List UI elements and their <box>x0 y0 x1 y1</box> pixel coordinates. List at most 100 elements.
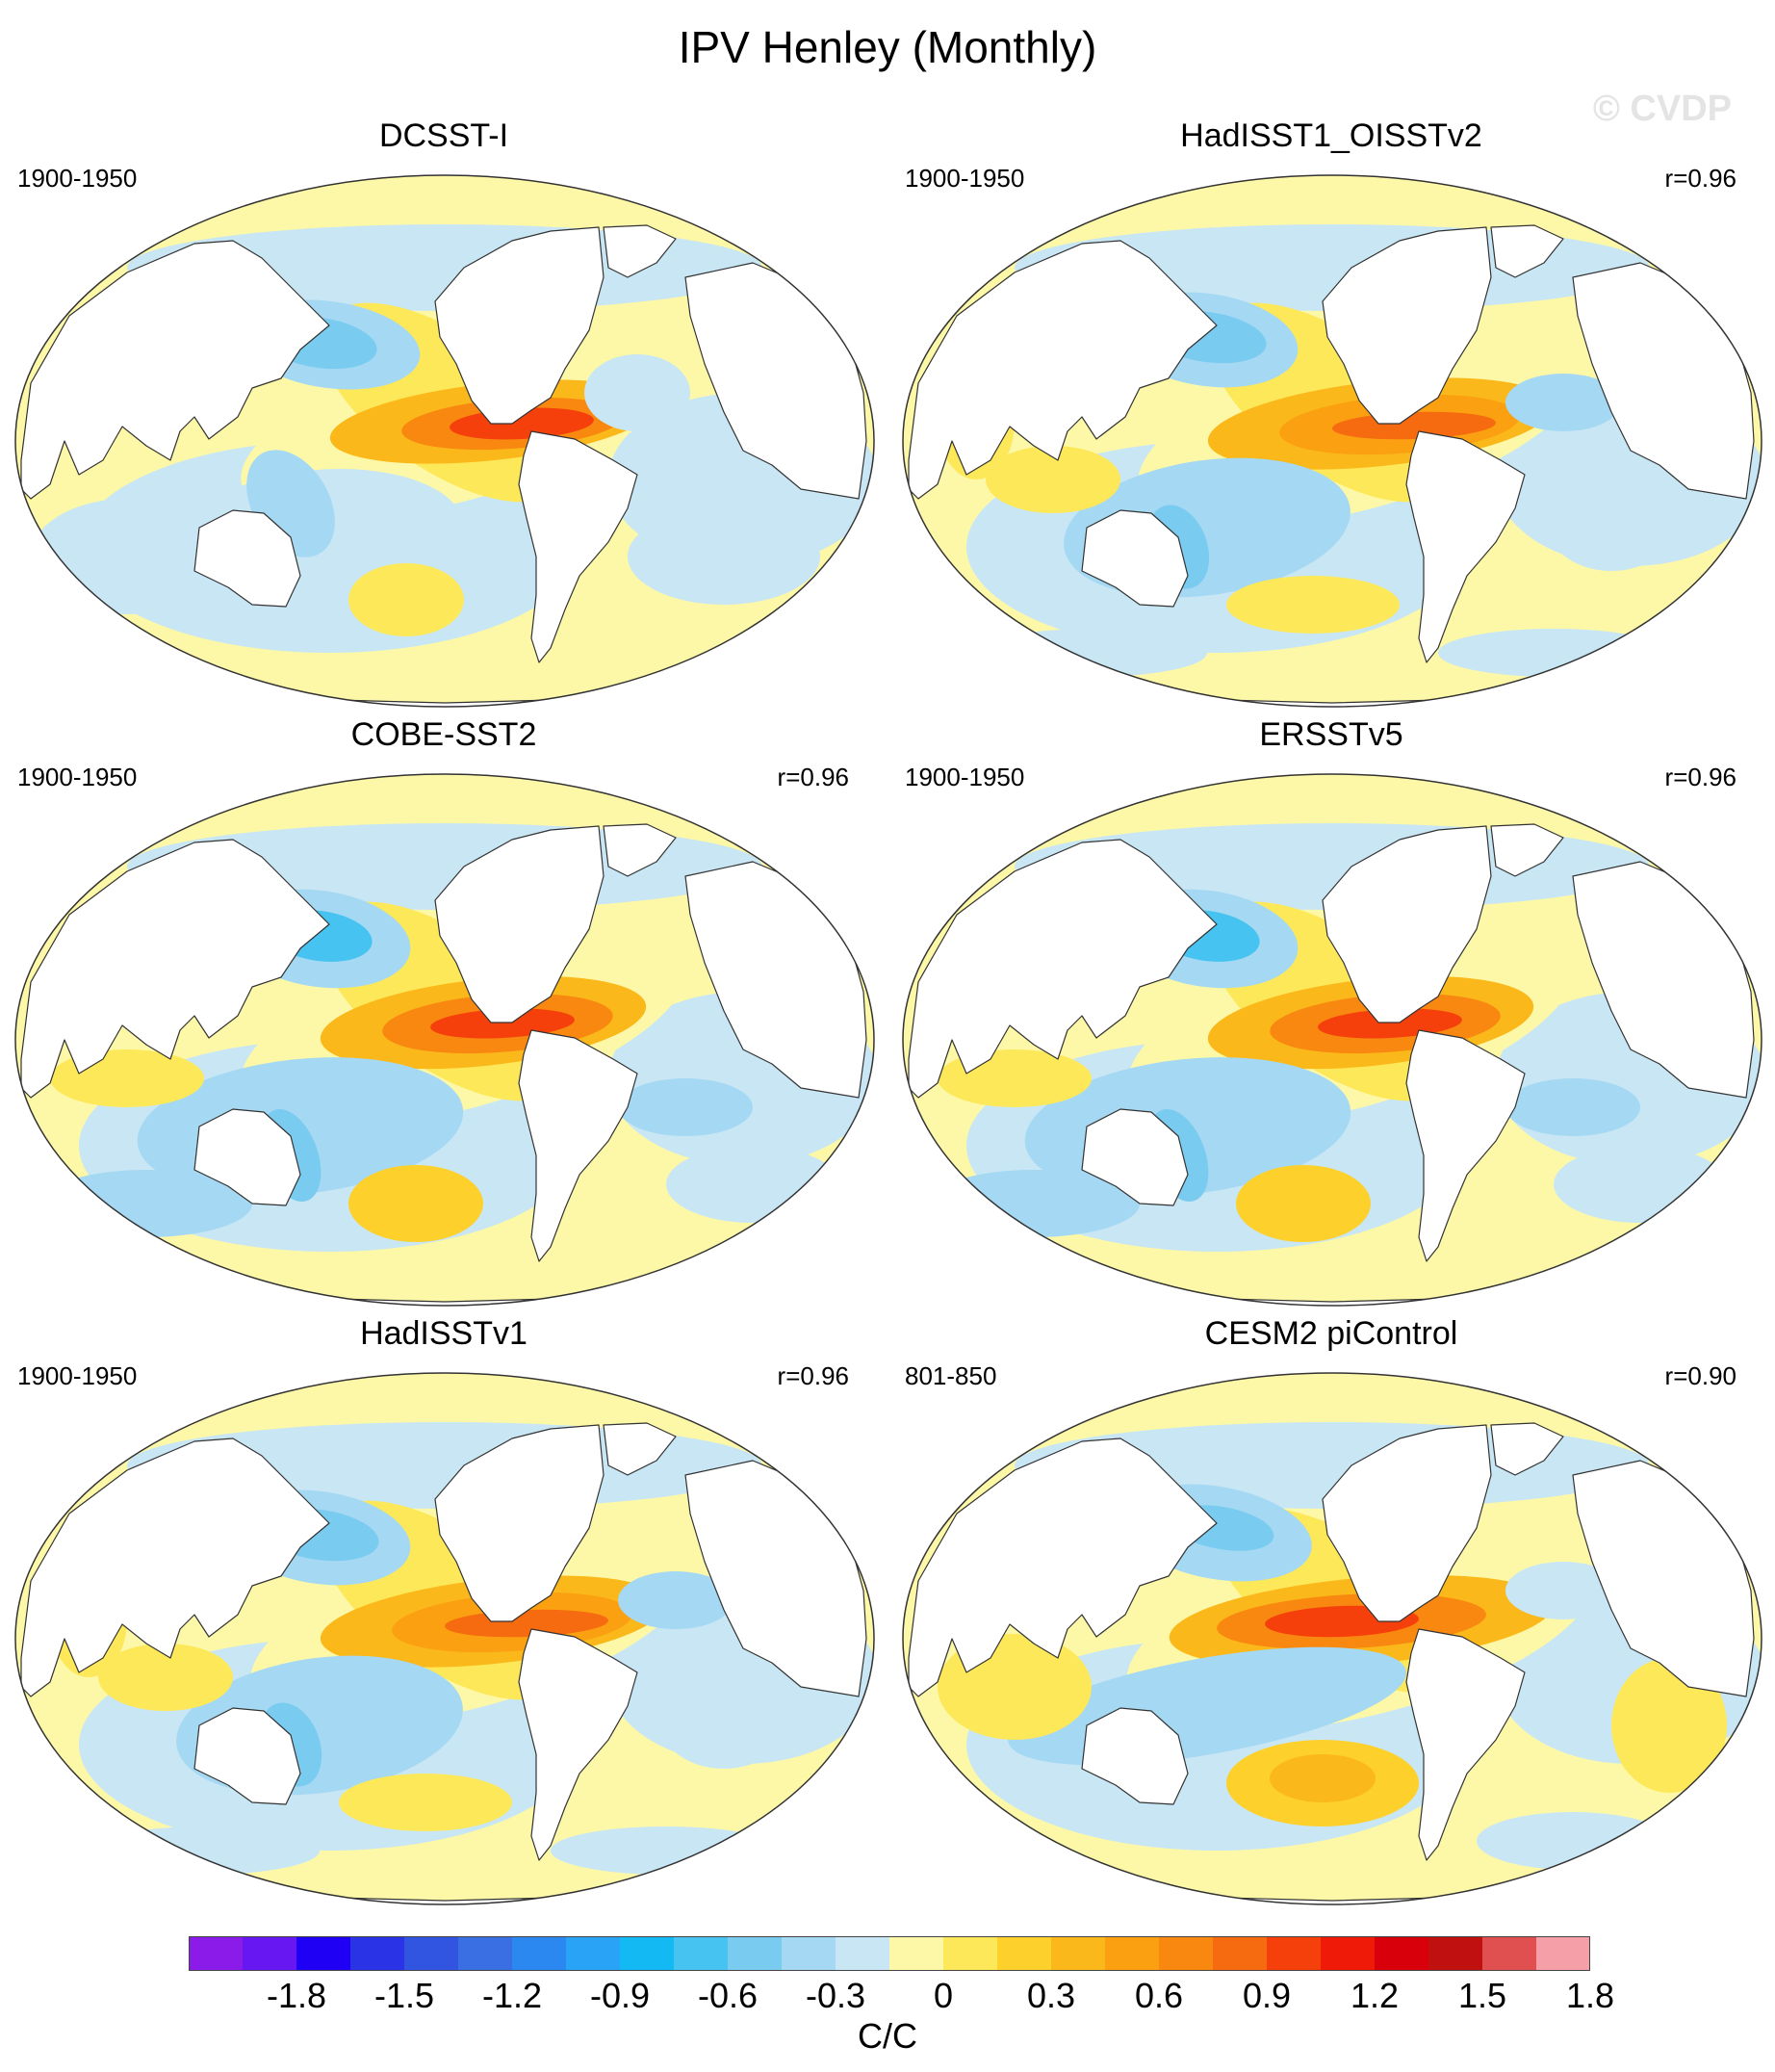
panel-period: 1900-1950 <box>905 164 1025 193</box>
land-mass <box>1322 1424 1492 1622</box>
land-mass <box>1490 823 1564 877</box>
panel-title: COBE-SST2 <box>350 716 537 753</box>
anomaly-region <box>618 1571 733 1629</box>
panel-title: ERSSTv5 <box>1259 716 1403 753</box>
panel-correlation: r=0.96 <box>777 1361 849 1390</box>
panel-title: DCSST-I <box>378 117 509 154</box>
anomaly-region <box>1270 1754 1376 1802</box>
sst-map <box>902 1372 1762 1905</box>
colorbar-tick-label: 1.5 <box>1457 1976 1507 2015</box>
anomaly-region <box>1226 576 1400 634</box>
colorbar-box <box>889 1936 944 1971</box>
anomaly-region <box>986 446 1120 513</box>
anomaly-region <box>339 1774 512 1831</box>
land-mass <box>908 240 1218 500</box>
colorbar-box <box>1482 1936 1537 1971</box>
colorbar-box <box>296 1936 351 1971</box>
panel-title: HadISST1_OISSTv2 <box>1180 117 1482 154</box>
map-outline <box>902 174 1762 708</box>
panel-period: 1900-1950 <box>17 763 138 791</box>
land-mass <box>1081 509 1189 608</box>
anomaly-region <box>584 354 690 431</box>
colorbar-tick-label: -1.5 <box>373 1976 435 2015</box>
colorbar-box <box>1267 1936 1322 1971</box>
colorbar-box <box>1105 1936 1160 1971</box>
colorbar-box <box>1536 1936 1590 1971</box>
map-panel-cobe: COBE-SST2 1900-1950 r=0.96 <box>0 716 888 1313</box>
colorbar-box <box>1213 1936 1268 1971</box>
colorbar-box <box>836 1936 890 1971</box>
land-mass <box>193 509 301 608</box>
anomaly-region <box>1505 1078 1640 1136</box>
land-mass <box>518 430 638 663</box>
land-mass <box>518 1029 638 1262</box>
map-panel-dcsst: DCSST-I 1900-1950 <box>0 117 888 714</box>
colorbar-tick-label: -1.2 <box>481 1976 543 2015</box>
anomaly-region <box>1438 629 1669 677</box>
anomaly-region <box>1477 1812 1669 1870</box>
anomaly-region <box>1554 1146 1727 1223</box>
colorbar-box <box>1375 1936 1429 1971</box>
land-mass <box>518 1628 638 1861</box>
land-mass <box>1405 430 1526 663</box>
map-outline <box>14 1372 875 1905</box>
land-mass <box>908 1437 1218 1697</box>
cvdp-watermark: © CVDP <box>1592 89 1732 129</box>
land-mass <box>1405 1628 1526 1861</box>
land-mass <box>193 1108 301 1206</box>
land-mass <box>20 240 330 500</box>
colorbar-tick-label: 0 <box>933 1976 954 2015</box>
land-mass <box>434 1424 605 1622</box>
figure-title: IPV Henley (Monthly) <box>678 22 1097 72</box>
colorbar-box <box>1159 1936 1214 1971</box>
land-mass <box>20 839 330 1099</box>
colorbar-tick-label: 1.2 <box>1350 1976 1400 2015</box>
panel-correlation: r=0.96 <box>777 763 849 791</box>
map-outline <box>902 773 1762 1307</box>
anomaly-region <box>98 1644 233 1711</box>
colorbar-tick-label: -0.3 <box>805 1976 866 2015</box>
anomaly-region <box>656 1663 791 1769</box>
colorbar-box <box>189 1936 244 1971</box>
anomaly-region <box>666 1146 839 1223</box>
colorbar-box <box>243 1936 297 1971</box>
colorbar-box <box>1051 1936 1106 1971</box>
anomaly-region <box>89 1826 320 1875</box>
colorbar-box <box>728 1936 783 1971</box>
land-mass <box>1490 1422 1564 1476</box>
colorbar-box <box>512 1936 567 1971</box>
anomaly-region <box>1544 465 1679 571</box>
land-mass <box>193 1707 301 1805</box>
colorbar-box <box>458 1936 513 1971</box>
anomaly-region <box>618 1078 753 1136</box>
colorbar-tick-label: 0.6 <box>1134 1976 1184 2015</box>
panel-period: 1900-1950 <box>17 164 138 193</box>
panel-title: HadISSTv1 <box>360 1315 527 1352</box>
land-mass <box>434 825 605 1023</box>
colorbar <box>189 1936 1590 1971</box>
colorbar-tick-label: 1.8 <box>1565 1976 1615 2015</box>
land-mass <box>1322 825 1492 1023</box>
land-mass <box>1081 1707 1189 1805</box>
land-mass <box>1490 224 1564 278</box>
land-mass <box>1081 1108 1189 1206</box>
land-mass <box>603 823 677 877</box>
anomaly-region <box>1332 411 1496 440</box>
panel-period: 801-850 <box>905 1361 997 1390</box>
colorbar-box <box>943 1936 998 1971</box>
sst-map <box>14 773 875 1307</box>
colorbar-box <box>1321 1936 1376 1971</box>
colorbar-box <box>620 1936 675 1971</box>
map-panel-hadisst-oisst: HadISST1_OISSTv2 1900-1950 r=0.96 <box>888 117 1775 714</box>
panel-correlation: r=0.90 <box>1664 1361 1736 1390</box>
anomaly-region <box>445 1609 608 1638</box>
anomaly-region <box>1505 374 1621 431</box>
colorbar-labels: -1.8 -1.5 -1.2 -0.9 -0.6 -0.3 0 0.3 0.6 0.9 1.2 1.5… <box>0 1976 1775 2024</box>
land-mass <box>1405 1029 1526 1262</box>
colorbar-box <box>404 1936 459 1971</box>
panel-correlation: r=0.96 <box>1664 763 1736 791</box>
colorbar-tick-label: -0.6 <box>697 1976 759 2015</box>
land-mass <box>603 224 677 278</box>
sst-map <box>902 773 1762 1307</box>
map-panel-cesm2: CESM2 piControl 801-850 r=0.90 <box>888 1315 1775 1912</box>
